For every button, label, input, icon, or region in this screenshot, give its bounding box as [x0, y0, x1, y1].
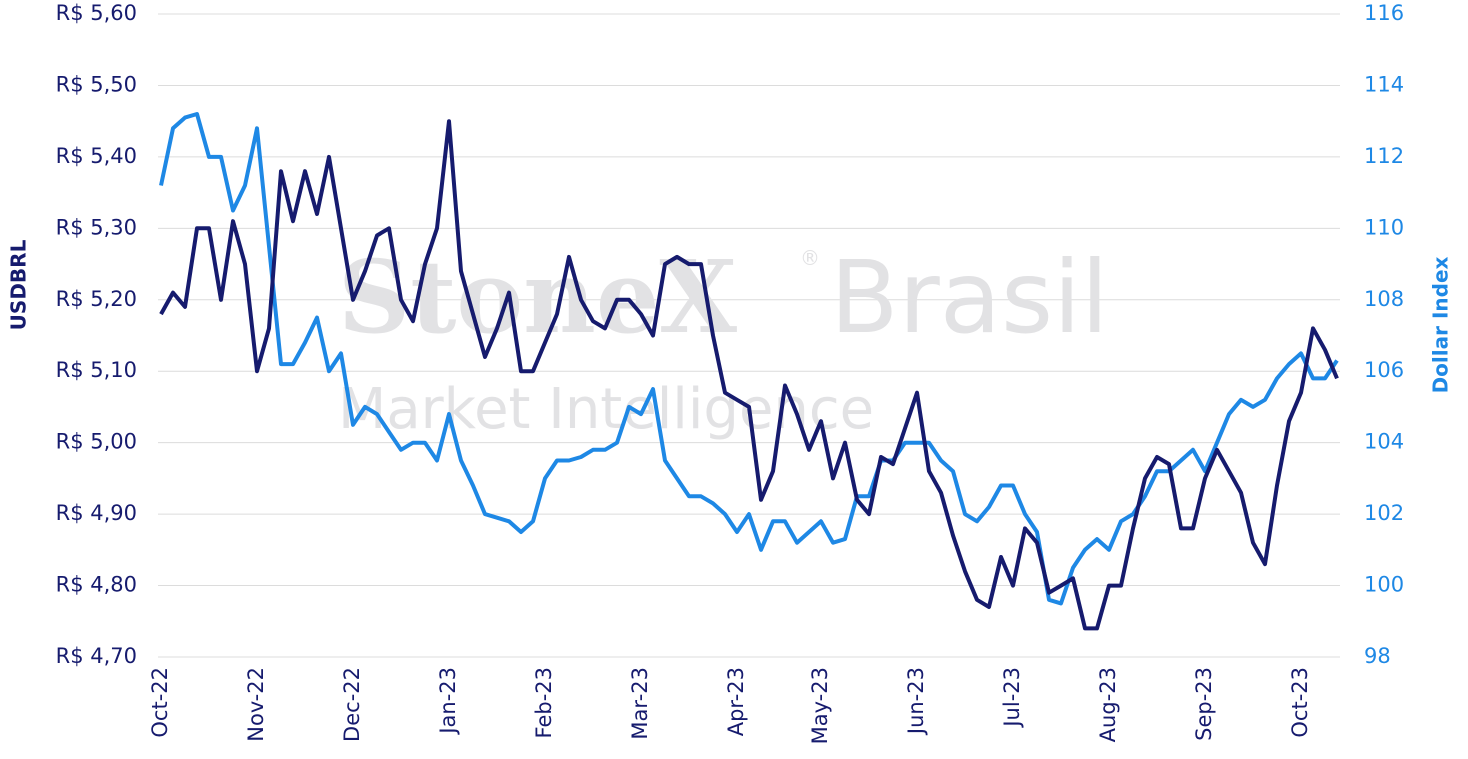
x-tick-label: Sep-23 — [1192, 667, 1216, 741]
x-tick-label: Apr-23 — [724, 667, 748, 736]
x-tick-label: Jan-23 — [436, 667, 460, 736]
x-tick-label: Nov-22 — [244, 667, 268, 742]
x-tick-label: Feb-23 — [532, 667, 556, 738]
y2-tick-label: 98 — [1364, 644, 1391, 668]
watermark-title: Brasil — [830, 239, 1109, 356]
y2-tick-label: 108 — [1364, 287, 1404, 311]
x-tick-label: Mar-23 — [628, 667, 652, 740]
y-tick-label: R$ 5,00 — [56, 430, 137, 454]
y2-tick-label: 104 — [1364, 430, 1404, 454]
series-line — [159, 119, 1339, 631]
y-tick-label: R$ 5,10 — [56, 358, 137, 382]
series-line — [159, 112, 1339, 606]
x-tick-label: Aug-23 — [1096, 667, 1120, 742]
y-tick-label: R$ 4,80 — [56, 573, 137, 597]
y2-tick-label: 110 — [1364, 215, 1404, 239]
y-tick-label: R$ 4,70 — [56, 644, 137, 668]
x-tick-label: Dec-22 — [340, 667, 364, 742]
y2-tick-label: 106 — [1364, 358, 1404, 382]
y2-axis-title: Dollar Index — [1429, 256, 1453, 393]
y-tick-label: R$ 5,50 — [56, 72, 137, 96]
y-tick-label: R$ 5,20 — [56, 287, 137, 311]
y2-tick-label: 114 — [1364, 72, 1404, 96]
watermark-brand: StoneX — [338, 238, 737, 356]
x-tick-label: Jul-23 — [1000, 667, 1024, 729]
x-tick-label: Oct-22 — [148, 667, 172, 738]
watermark-mark: ® — [800, 246, 820, 270]
y2-tick-label: 112 — [1364, 144, 1404, 168]
y2-tick-label: 116 — [1364, 1, 1404, 25]
y-tick-label: R$ 4,90 — [56, 501, 137, 525]
y2-tick-label: 100 — [1364, 573, 1404, 597]
y-axis-title: USDBRL — [7, 239, 31, 330]
y-tick-label: R$ 5,60 — [56, 1, 137, 25]
x-tick-label: Jun-23 — [904, 667, 928, 736]
x-tick-label: May-23 — [808, 667, 832, 744]
x-tick-label: Oct-23 — [1288, 667, 1312, 738]
y-tick-label: R$ 5,30 — [56, 215, 137, 239]
watermark: StoneX ® Brasil Market Intelligence — [338, 238, 1109, 442]
y2-tick-label: 102 — [1364, 501, 1404, 525]
y-tick-label: R$ 5,40 — [56, 144, 137, 168]
